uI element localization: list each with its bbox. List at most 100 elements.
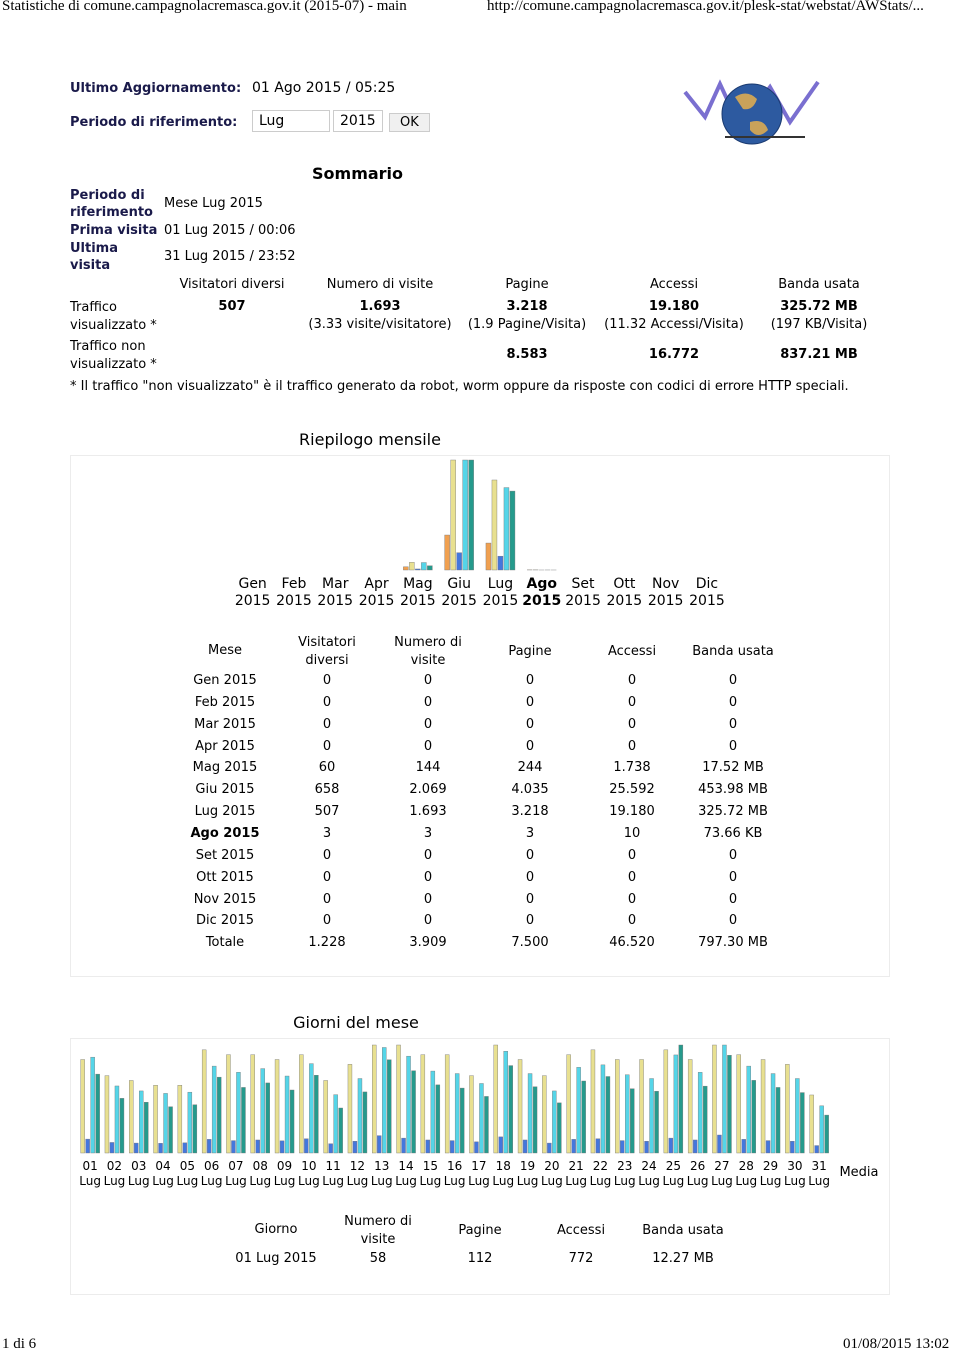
bar	[746, 1065, 751, 1154]
bar	[119, 1098, 125, 1154]
table-cell: 17.52 MB	[702, 760, 764, 776]
bar	[450, 459, 456, 571]
row-label: Traffico visualizzato *	[70, 300, 157, 333]
x-tick-label: 01 Lug	[79, 1159, 101, 1188]
bar	[411, 1070, 416, 1154]
bar	[430, 1070, 436, 1154]
bar	[387, 1059, 392, 1154]
table-cell: 112	[467, 1251, 493, 1266]
table-cell: 0	[322, 694, 332, 710]
footer-right: 01/08/2015 13:02	[843, 1336, 950, 1352]
x-tick-label: 09 Lug	[273, 1159, 296, 1188]
label: Prima visita	[70, 223, 158, 238]
bar	[435, 1084, 441, 1154]
bar	[206, 1139, 212, 1154]
table-header: Banda usata	[692, 644, 774, 659]
bar	[741, 1139, 746, 1154]
ok-button[interactable]: OK	[389, 113, 430, 132]
summary-sub: (197 KB/Visita)	[770, 317, 868, 332]
table-cell: 2.069	[409, 782, 447, 798]
period-label: Periodo di riferimento:	[70, 115, 238, 130]
bar	[377, 1135, 382, 1154]
table-header: Giorno	[254, 1222, 298, 1237]
bar	[168, 1106, 173, 1154]
select-year[interactable]: 2015	[333, 110, 383, 132]
table-cell: 0	[525, 694, 535, 710]
table-cell: Set 2015	[195, 847, 255, 863]
column-header: Accessi	[649, 277, 699, 292]
bar	[90, 1056, 95, 1154]
bar	[552, 1090, 557, 1154]
x-tick-label: 07 Lug	[225, 1159, 247, 1188]
value: Mese Lug 2015	[164, 196, 263, 211]
bar	[299, 1054, 304, 1154]
update-value: 01 Ago 2015 / 05:25	[252, 80, 396, 96]
update-label: Ultimo Aggiornamento:	[70, 81, 242, 96]
bar	[231, 1140, 236, 1154]
x-tick-label: 03 Lug	[127, 1159, 150, 1188]
x-tick-label: 13 Lug	[370, 1159, 393, 1188]
bar	[456, 552, 462, 571]
table-cell: 1.228	[308, 935, 346, 950]
bar	[800, 1092, 805, 1154]
select-month[interactable]: Lug	[252, 110, 330, 132]
bar	[547, 1142, 552, 1154]
table-cell: 7.500	[511, 935, 549, 950]
bar	[134, 1142, 139, 1154]
bar	[790, 1141, 795, 1154]
table-cell: 0	[728, 738, 738, 754]
bar	[498, 1136, 503, 1154]
print-header-left: Statistiche di comune.campagnolacremasca…	[2, 0, 407, 14]
bar	[469, 1075, 474, 1154]
bar	[615, 1059, 620, 1154]
summary-sub: (3.33 visite/visitatore)	[308, 317, 452, 332]
bar	[129, 1080, 134, 1154]
bar	[557, 1102, 562, 1154]
x-tick-label: 06 Lug	[200, 1159, 223, 1188]
table-cell: 0	[627, 869, 637, 885]
bar	[517, 1059, 523, 1154]
x-tick-label: 04 Lug	[152, 1159, 174, 1188]
table-cell: 0	[423, 738, 433, 754]
bar	[581, 1080, 586, 1154]
x-tick-label: 16 Lug	[443, 1159, 466, 1188]
bar	[527, 1073, 533, 1154]
footer-left: 1 di 6	[2, 1336, 37, 1352]
summary-value: 507	[218, 299, 246, 314]
table-cell: 144	[415, 760, 441, 776]
bar	[630, 1088, 635, 1154]
table-cell: Totale	[205, 935, 245, 950]
table-cell: 0	[525, 673, 535, 688]
table-cell: 0	[728, 913, 738, 929]
x-tick-label: Giu 2015	[441, 576, 477, 609]
table-cell: 0	[322, 891, 332, 907]
table-cell: 0	[423, 891, 433, 907]
bar	[333, 1094, 338, 1154]
bar	[427, 565, 433, 571]
bar	[241, 1087, 246, 1154]
bar	[765, 1140, 771, 1154]
table-cell: 4.035	[511, 782, 549, 798]
bar	[250, 1054, 255, 1154]
x-tick-label: 24 Lug	[638, 1159, 660, 1188]
column-header: Visitatori diversi	[179, 277, 285, 292]
bar	[420, 1054, 426, 1154]
table-cell: 3	[322, 825, 332, 841]
row-label: Traffico non visualizzato *	[70, 339, 157, 372]
bar	[182, 1142, 188, 1154]
summary-value: 3.218	[506, 299, 548, 314]
bar	[260, 1068, 265, 1154]
summary-sub: (11.32 Accessi/Visita)	[604, 317, 744, 332]
bar	[595, 1138, 601, 1154]
table-cell: 19.180	[609, 804, 655, 820]
table-cell: 797.30 MB	[698, 935, 768, 950]
table-cell: 0	[322, 869, 332, 885]
bar	[406, 1055, 411, 1154]
x-tick-label: 12 Lug	[346, 1159, 369, 1188]
x-tick-label: 28 Lug	[735, 1159, 758, 1188]
table-cell: 3.909	[409, 935, 447, 950]
x-tick-label: 02 Lug	[103, 1159, 126, 1188]
table-cell: Feb 2015	[194, 694, 256, 710]
table-cell: 772	[568, 1251, 594, 1266]
bar	[323, 1080, 328, 1154]
